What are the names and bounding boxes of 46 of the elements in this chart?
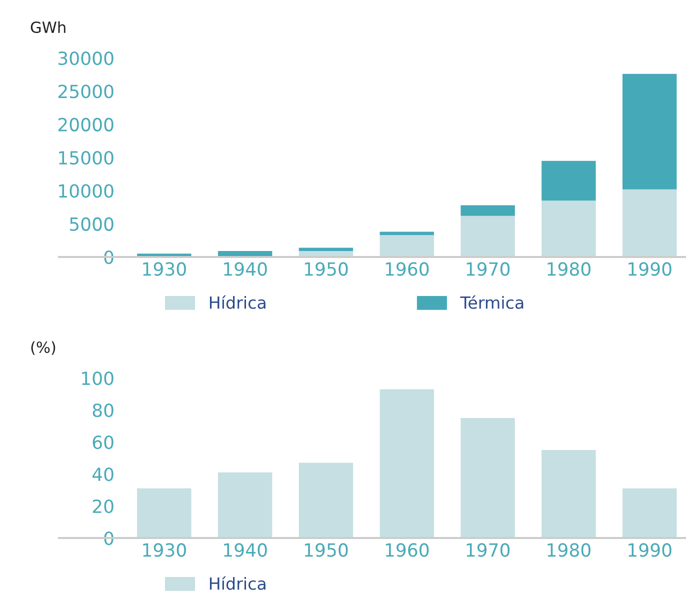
x-tick-label: 1960 [386,543,429,557]
y-tick-label: 15000 [59,150,114,165]
bar [542,200,596,257]
x-tick-label: 1960 [386,262,429,276]
bar [460,205,515,216]
y-tick-label: 60 [92,435,114,450]
x-tick-label: 1970 [466,543,510,557]
y-tick-label: 5000 [70,217,114,231]
bar [460,418,515,538]
bar [622,488,677,538]
x-tick-label: 1980 [548,262,590,276]
x-tick-label: 1930 [143,543,186,557]
y-tick-label: 25000 [58,84,114,98]
legend-label: Hídrica [210,576,266,590]
legend-label: Térmica [460,295,524,309]
bar [298,462,354,538]
x-tick-label: 1930 [143,262,186,276]
bar [380,232,434,236]
y-tick-label: 20000 [58,118,114,132]
y-tick-label: 100 [82,371,114,386]
bar [380,235,434,257]
y-axis-title: GWh [30,21,66,34]
bar [542,160,596,201]
bar [218,472,272,538]
bar [622,74,677,190]
bar [460,216,515,257]
bar [137,488,192,538]
x-tick-label: 1940 [224,543,267,557]
x-tick-label: 1940 [224,262,267,276]
bar [622,189,677,257]
bar [380,389,434,538]
x-tick-label: 1990 [628,543,672,557]
y-axis-title: (%) [31,341,56,355]
x-tick-label: 1980 [548,543,590,557]
y-tick-label: 30000 [58,51,114,66]
x-tick-label: 1950 [304,543,348,557]
x-tick-label: 1950 [304,262,348,276]
x-tick-label: 1990 [628,262,672,276]
y-tick-label: 40 [92,467,114,482]
bar [298,248,354,252]
legend-label: Hídrica [210,295,266,309]
bar [542,450,596,538]
x-tick-label: 1970 [466,262,510,276]
y-tick-label: 10000 [59,184,114,198]
y-tick-label: 80 [92,403,114,418]
y-tick-label: 20 [92,499,114,514]
